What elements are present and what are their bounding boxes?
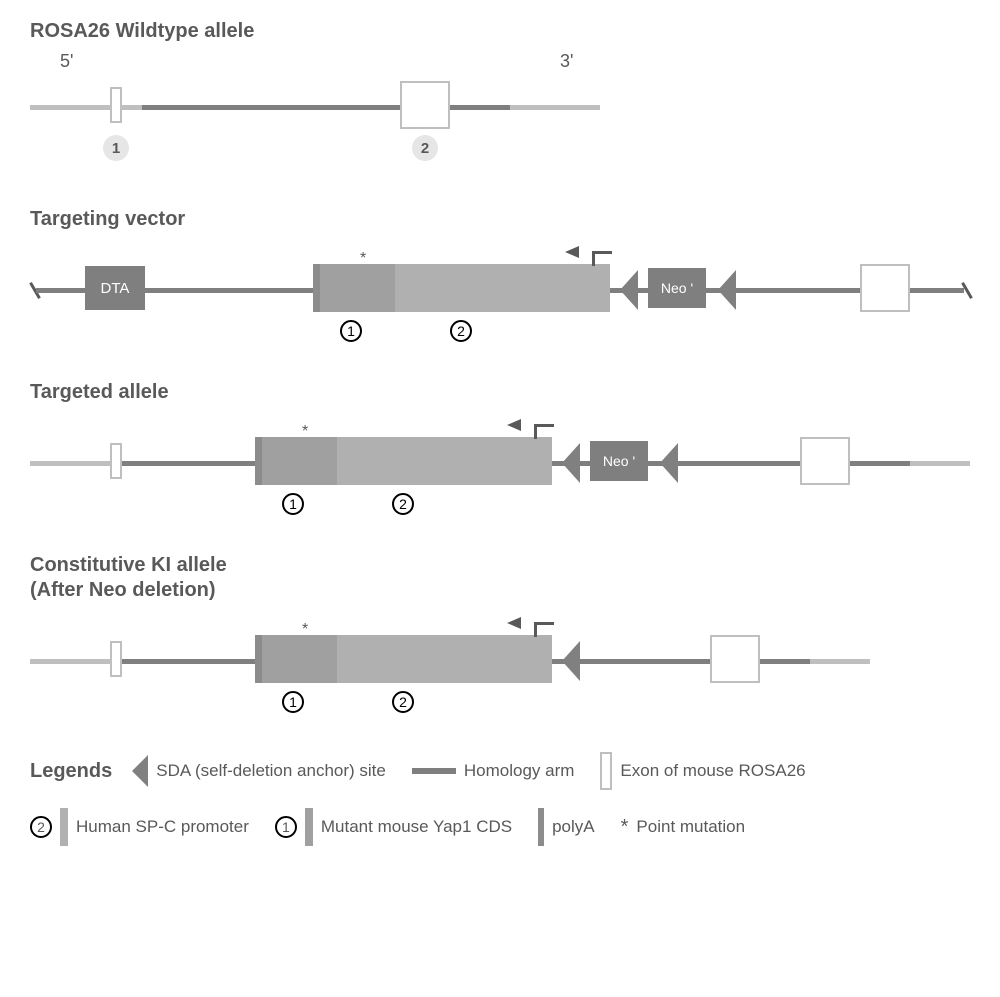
spc-box (395, 264, 610, 312)
legends-label: Legends (30, 760, 112, 783)
legends-row-2: 2 Human SP-C promoter 1 Mutant mouse Yap… (30, 808, 970, 846)
section-wildtype: ROSA26 Wildtype allele 5' 3' 1 2 (30, 20, 970, 183)
sda-chevron-k (562, 641, 580, 681)
point-mutation-star: * (360, 250, 366, 268)
exon1-box-t (110, 443, 122, 479)
title-ki-line2: (After Neo deletion) (30, 579, 970, 602)
yap-box (320, 264, 395, 312)
circled-1-icon: 1 (275, 816, 297, 838)
line-right-flank (510, 105, 600, 110)
dta-text: DTA (85, 266, 145, 310)
neo-text-t: Neo ' (590, 441, 648, 481)
circ-1-vector: 1 (340, 320, 362, 342)
exon2-box (400, 81, 450, 129)
promoter-arrow (592, 251, 612, 266)
title-targeting-vector: Targeting vector (30, 208, 970, 231)
line-left-flank-k (30, 659, 120, 664)
legend-pointmut-text: Point mutation (636, 817, 745, 837)
section-ki-allele: Constitutive KI allele (After Neo deleti… (30, 554, 970, 727)
yap-box-k (262, 635, 337, 683)
legend-sda: SDA (self-deletion anchor) site (132, 755, 386, 787)
polyA-box-k (255, 635, 262, 683)
legend-pointmut: * Point mutation (621, 816, 745, 839)
label-3prime: 3' (560, 51, 573, 72)
sda-chevron-2-t (660, 443, 678, 483)
polyA-bar-icon (538, 808, 544, 846)
legend-yap-text: Mutant mouse Yap1 CDS (321, 817, 512, 837)
yap-bar-icon (305, 808, 313, 846)
legend-exon-text: Exon of mouse ROSA26 (620, 761, 805, 781)
spc-box-k (337, 635, 552, 683)
star-icon: * (621, 816, 629, 839)
homology-line (142, 105, 427, 110)
exon2-ki (710, 635, 760, 683)
title-wildtype: ROSA26 Wildtype allele (30, 20, 970, 43)
legend-yap: 1 Mutant mouse Yap1 CDS (275, 808, 512, 846)
legend-sda-text: SDA (self-deletion anchor) site (156, 761, 386, 781)
legend-homology: Homology arm (412, 761, 575, 781)
badge-2: 2 (412, 135, 438, 161)
title-targeted-allele: Targeted allele (30, 381, 970, 404)
section-targeted-allele: Targeted allele * Neo ' 1 2 (30, 381, 970, 529)
line-left-flank (30, 105, 120, 110)
exon1-box-k (110, 641, 122, 677)
line-left-flank-t (30, 461, 120, 466)
circled-2-icon: 2 (30, 816, 52, 838)
point-mutation-star-k: * (302, 621, 308, 639)
yap-box-t (262, 437, 337, 485)
legend-polyA-text: polyA (552, 817, 595, 837)
legend-spc: 2 Human SP-C promoter (30, 808, 249, 846)
legend-homology-text: Homology arm (464, 761, 575, 781)
sda-chevron-1-t (562, 443, 580, 483)
title-ki-line1: Constitutive KI allele (30, 554, 970, 577)
section-targeting-vector: Targeting vector DTA * Neo ' 1 2 (30, 208, 970, 356)
neo-text: Neo ' (648, 268, 706, 308)
label-5prime: 5' (60, 51, 73, 72)
line-right-flank-t (910, 461, 970, 466)
point-mutation-star-t: * (302, 423, 308, 441)
circ-2-k: 2 (392, 691, 414, 713)
sda-chevron-2 (718, 270, 736, 310)
circ-2-t: 2 (392, 493, 414, 515)
spc-box-t (337, 437, 552, 485)
track-targeted-allele: * Neo ' 1 2 (30, 429, 970, 529)
spc-bar-icon (60, 808, 68, 846)
promoter-arrow-t (534, 424, 554, 439)
track-wildtype: 5' 3' 1 2 (30, 73, 970, 183)
homology-bar-icon (412, 768, 456, 774)
line-mid-b (450, 105, 510, 110)
legend-spc-text: Human SP-C promoter (76, 817, 249, 837)
legends-row-1: Legends SDA (self-deletion anchor) site … (30, 752, 970, 790)
line-right-flank-k (810, 659, 870, 664)
exon-box-icon (600, 752, 612, 790)
polyA-box-t (255, 437, 262, 485)
circ-2-vector: 2 (450, 320, 472, 342)
line-gap (122, 105, 142, 110)
track-ki-allele: * 1 2 (30, 627, 970, 727)
track-targeting-vector: DTA * Neo ' 1 2 (30, 256, 970, 356)
exon2-vector (860, 264, 910, 312)
circ-1-k: 1 (282, 691, 304, 713)
legend-polyA: polyA (538, 808, 595, 846)
badge-1: 1 (103, 135, 129, 161)
legend-exon: Exon of mouse ROSA26 (600, 752, 805, 790)
sda-chevron-1 (620, 270, 638, 310)
exon1-box (110, 87, 122, 123)
circ-1-t: 1 (282, 493, 304, 515)
promoter-arrow-k (534, 622, 554, 637)
polyA-box (313, 264, 320, 312)
exon2-targeted (800, 437, 850, 485)
chevron-icon (132, 755, 148, 787)
